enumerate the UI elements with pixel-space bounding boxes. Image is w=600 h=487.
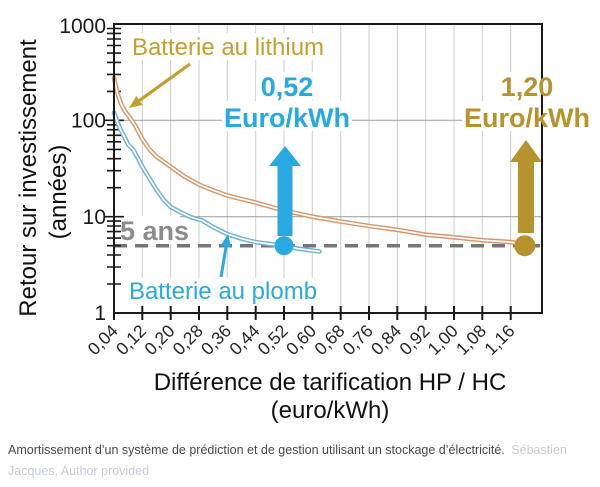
plomb-pointer-arrowhead xyxy=(220,234,232,248)
blue-value-label: 0,52 xyxy=(261,72,314,102)
horizontal-gridlines xyxy=(114,119,542,218)
label-mask xyxy=(129,33,327,60)
roi-figure: 1000 100 10 1 0,04 0,12 0,20 0,28 0,36 0… xyxy=(15,15,592,424)
y-axis-title: Retour sur investissement xyxy=(15,39,42,317)
y-tick-label-1000: 1000 xyxy=(59,15,106,38)
x-axis-unit: (euro/kWh) xyxy=(271,397,390,424)
y-tick-label-10: 10 xyxy=(83,206,106,229)
label-mask xyxy=(462,101,592,131)
blue-value-arrow xyxy=(269,146,301,236)
y-tick-label-1: 1 xyxy=(94,302,106,325)
label-mask xyxy=(256,72,318,100)
roi-chart: 1000 100 10 1 0,04 0,12 0,20 0,28 0,36 0… xyxy=(15,15,592,424)
plomb-curve-core xyxy=(113,111,321,253)
x-tick-label-14: 1,16 xyxy=(480,321,518,359)
gold-marker-dot xyxy=(514,235,536,257)
y-tick-label-100: 100 xyxy=(71,110,106,133)
lithium-pointer-arrow xyxy=(138,62,191,102)
five-years-label: 5 ans xyxy=(120,216,189,246)
lithium-curve-core xyxy=(113,77,526,245)
label-mask xyxy=(222,101,352,131)
lithium-series-label: Batterie au lithium xyxy=(132,34,324,61)
x-axis-title: Différence de tarification HP / HC xyxy=(154,369,507,396)
plomb-series-label: Batterie au plomb xyxy=(129,278,317,305)
blue-unit-label: Euro/kWh xyxy=(224,103,350,133)
caption-credit: Sébastien Jacques, Author provided xyxy=(8,443,567,479)
vertical-gridlines xyxy=(141,24,512,313)
gold-value-label: 1,20 xyxy=(501,72,554,102)
label-mask xyxy=(124,278,322,305)
plot-border xyxy=(113,23,543,314)
plomb-pointer-arrow xyxy=(219,246,228,278)
blue-marker-dot xyxy=(274,236,294,256)
gold-value-arrow xyxy=(510,140,542,233)
label-mask xyxy=(497,72,557,100)
label-mask xyxy=(116,216,180,244)
y-axis-unit: (années) xyxy=(45,145,72,240)
lithium-pointer-arrowhead xyxy=(129,95,143,108)
caption-text: Amortissement d’un système de prédiction… xyxy=(8,443,505,457)
caption: Amortissement d’un système de prédiction… xyxy=(0,432,600,483)
gold-unit-label: Euro/kWh xyxy=(464,103,590,133)
